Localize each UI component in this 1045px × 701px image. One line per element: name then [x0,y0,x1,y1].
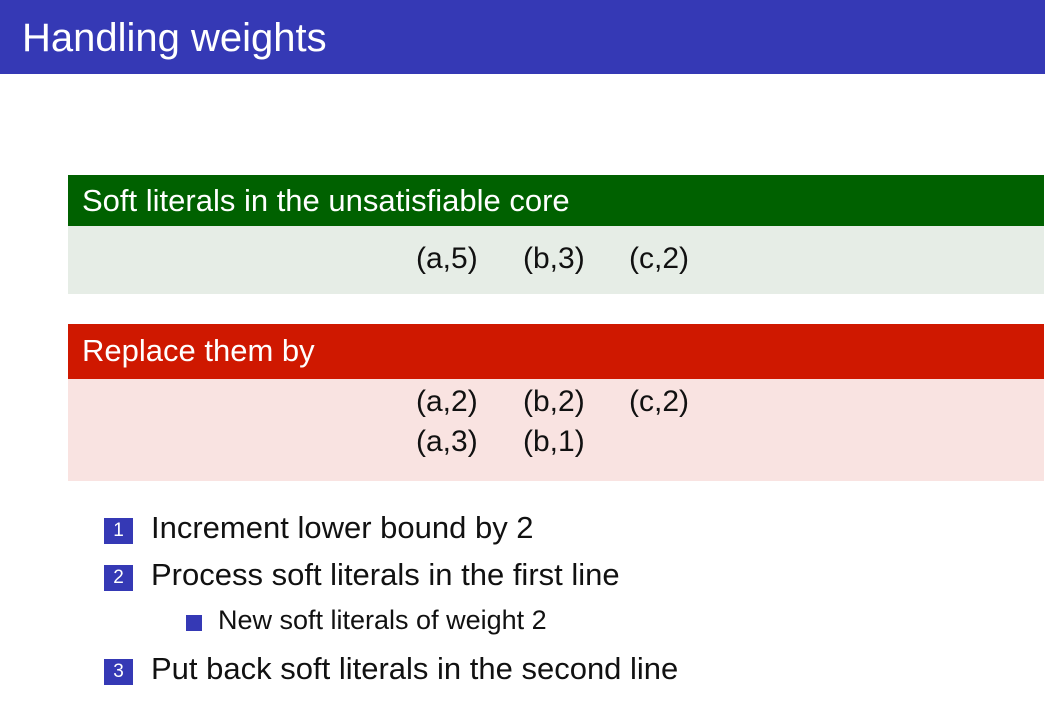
step-text: Increment lower bound by 2 [151,510,534,545]
slide-title-bar: Handling weights [0,0,1045,74]
literal: (a,2) [416,385,478,418]
substep-text: New soft literals of weight 2 [218,605,547,635]
step-number-badge: 1 [104,518,133,544]
literal: (a,3) [416,425,478,458]
core-literals-block: Soft literals in the unsatisfiable core … [68,175,1044,294]
literal: (b,2) [523,385,585,418]
literal: (a,5) [416,242,478,275]
step-text: Put back soft literals in the second lin… [151,651,679,686]
replace-literal-row: (a,3) (b,1) [68,423,1044,461]
core-block-heading: Soft literals in the unsatisfiable core [82,183,570,218]
replace-block-body: (a,2) (b,2) (c,2) (a,3) (b,1) [68,379,1044,481]
literal: (b,1) [523,425,585,458]
slide-title: Handling weights [22,16,327,60]
step-number-badge: 2 [104,565,133,591]
replacement-block: Replace them by (a,2) (b,2) (c,2) (a,3) … [68,324,1044,481]
literal: (b,3) [523,242,585,275]
step-text: Process soft literals in the first line [151,557,620,592]
replace-literal-row: (a,2) (b,2) (c,2) [68,383,1044,421]
replace-block-heading: Replace them by [82,333,315,368]
literal: (c,2) [629,385,689,418]
core-literal-row: (a,5) (b,3) (c,2) [68,240,1044,278]
literal: (c,2) [629,242,689,275]
core-block-header: Soft literals in the unsatisfiable core [68,175,1044,226]
replace-block-header: Replace them by [68,324,1044,379]
square-bullet-icon [186,615,202,631]
core-block-body: (a,5) (b,3) (c,2) [68,226,1044,294]
step-number-badge: 3 [104,659,133,685]
